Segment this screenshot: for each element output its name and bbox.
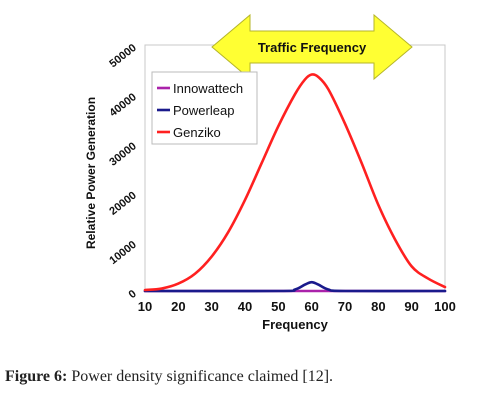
figure-caption-label: Figure 6: [5, 368, 68, 385]
series-line-genziko [143, 73, 447, 292]
y-tick-label: 20000 [107, 190, 138, 218]
x-tick-label: 10 [138, 299, 152, 314]
x-tick-label: 70 [338, 299, 352, 314]
x-tick-label: 50 [271, 299, 285, 314]
annotation-label: Traffic Frequency [258, 40, 367, 55]
series-line-powerleap [143, 280, 447, 293]
y-tick-label: 50000 [107, 42, 138, 70]
y-tick-label: 40000 [107, 91, 138, 119]
x-tick-label: 80 [371, 299, 385, 314]
legend-label-genziko: Genziko [173, 125, 221, 140]
x-tick-label: 20 [171, 299, 185, 314]
figure-caption: Figure 6: Power density significance cla… [5, 368, 333, 386]
x-tick-label: 30 [204, 299, 218, 314]
x-tick-label: 40 [238, 299, 252, 314]
x-tick-label: 60 [304, 299, 318, 314]
legend-box [151, 71, 258, 145]
y-tick-label: 10000 [107, 239, 138, 267]
legend-label-innowattech: Innowattech [173, 81, 243, 96]
y-axis-title: Relative Power Generation [84, 97, 98, 249]
x-tick-label: 100 [434, 299, 456, 314]
double-arrow-icon [211, 13, 413, 81]
figure-caption-text: Power density significance claimed [12]. [67, 368, 334, 385]
x-tick-label: 90 [404, 299, 418, 314]
x-axis-title: Frequency [262, 317, 329, 332]
legend-label-powerleap: Powerleap [173, 103, 234, 118]
y-tick-label: 30000 [107, 140, 138, 168]
